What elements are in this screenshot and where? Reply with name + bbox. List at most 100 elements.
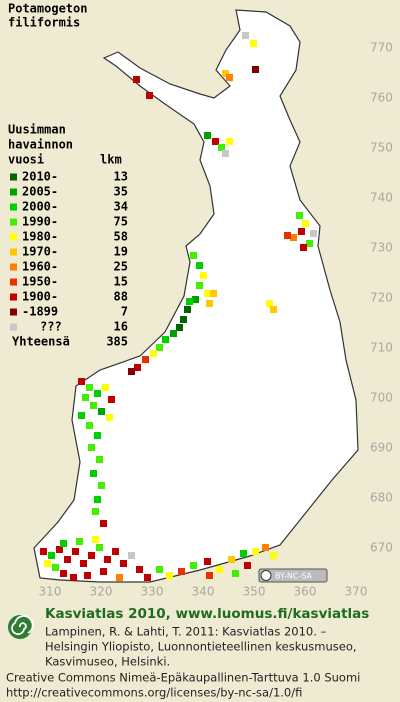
license: http://creativecommons.org/licenses/by-n…: [6, 686, 302, 700]
observation-square: [150, 350, 157, 357]
northing-label: 690: [370, 441, 393, 455]
observation-square: [76, 538, 83, 545]
observation-square: [94, 496, 101, 503]
observation-square: [300, 244, 307, 251]
observation-square: [60, 570, 67, 577]
observation-square: [90, 402, 97, 409]
observation-square: [204, 290, 211, 297]
legend-swatch: [10, 323, 17, 331]
observation-square: [156, 344, 163, 351]
observation-square: [266, 300, 273, 307]
observation-square: [40, 548, 47, 555]
observation-square: [108, 396, 115, 403]
observation-square: [216, 566, 223, 573]
observation-square: [290, 234, 297, 241]
cc-badge: BY-NC-SA: [258, 568, 328, 583]
observation-square: [133, 76, 140, 83]
observation-square: [70, 574, 77, 581]
citation: Lampinen, R. & Lahti, T. 2011: Kasviatla…: [45, 625, 327, 639]
observation-square: [184, 306, 191, 313]
legend-swatch: [10, 263, 17, 271]
observation-square: [218, 144, 225, 151]
observation-square: [204, 558, 211, 565]
legend-label: ???: [40, 320, 62, 334]
observation-square: [92, 508, 99, 515]
legend-count: 88: [114, 290, 128, 304]
observation-square: [92, 536, 99, 543]
northing-label: 710: [370, 341, 393, 355]
observation-square: [96, 544, 103, 551]
observation-square: [244, 562, 251, 569]
observation-square: [210, 290, 217, 297]
observation-square: [284, 232, 291, 239]
observation-square: [252, 66, 259, 73]
observation-square: [134, 364, 141, 371]
legend-label: 2010-: [22, 170, 58, 184]
logo: [8, 615, 34, 639]
legend-swatch: [10, 248, 17, 256]
observation-square: [156, 566, 163, 573]
observation-square: [94, 432, 101, 439]
observation-square: [232, 570, 239, 577]
observation-square: [48, 552, 55, 559]
observation-square: [136, 566, 143, 573]
observation-square: [78, 412, 85, 419]
observation-square: [226, 138, 233, 145]
observation-square: [64, 556, 71, 563]
observation-square: [44, 560, 51, 567]
observation-squares: [40, 32, 317, 581]
legend-label: 1960-: [22, 260, 58, 274]
legend-count: 34: [114, 200, 128, 214]
northing-label: 760: [370, 91, 393, 105]
observation-square: [100, 520, 107, 527]
observation-square: [98, 408, 105, 415]
northing-label: 680: [370, 491, 393, 505]
northing-label: 750: [370, 141, 393, 155]
observation-square: [302, 220, 309, 227]
legend-total-label: Yhteensä: [12, 335, 70, 349]
legend-swatch: [10, 173, 17, 181]
observation-square: [84, 572, 91, 579]
observation-square: [100, 568, 107, 575]
observation-square: [250, 40, 257, 47]
northing-label: 670: [370, 541, 393, 555]
observation-square: [98, 482, 105, 489]
easting-label: 350: [243, 585, 266, 599]
legend-total-count: 385: [106, 335, 128, 349]
observation-square: [270, 552, 277, 559]
northing-label: 740: [370, 191, 393, 205]
observation-square: [170, 330, 177, 337]
observation-square: [206, 300, 213, 307]
observation-square: [226, 74, 233, 81]
legend-label: 1970-: [22, 245, 58, 259]
legend-count: 15: [114, 275, 128, 289]
observation-square: [162, 336, 169, 343]
legend-label: 1990-: [22, 215, 58, 229]
legend-swatch: [10, 293, 17, 301]
legend-count: 7: [121, 305, 128, 319]
observation-square: [106, 414, 113, 421]
easting-label: 340: [192, 585, 215, 599]
legend-label: -1899: [22, 305, 58, 319]
citation: Helsingin Yliopisto, Luonnontieteellinen…: [45, 640, 357, 654]
easting-label: 360: [294, 585, 317, 599]
observation-square: [120, 560, 127, 567]
legend-count-header: lkm: [100, 153, 122, 167]
observation-square: [270, 306, 277, 313]
legend-label: 1980-: [22, 230, 58, 244]
observation-square: [142, 356, 149, 363]
legend-swatch: [10, 233, 17, 241]
legend-label: 2000-: [22, 200, 58, 214]
easting-label: 320: [90, 585, 113, 599]
observation-square: [52, 564, 59, 571]
legend-label: 2005-: [22, 185, 58, 199]
legend-swatch: [10, 218, 17, 226]
observation-square: [88, 444, 95, 451]
observation-square: [82, 394, 89, 401]
citation: Kasvimuseo, Helsinki.: [45, 655, 170, 669]
observation-square: [196, 282, 203, 289]
observation-square: [104, 556, 111, 563]
observation-square: [116, 574, 123, 581]
observation-square: [80, 560, 87, 567]
title: Potamogeton: [8, 2, 87, 16]
